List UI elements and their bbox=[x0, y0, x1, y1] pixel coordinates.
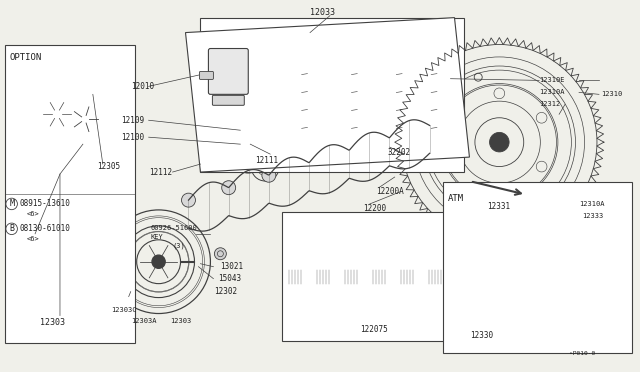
Bar bbox=[5, 45, 134, 343]
Text: 12312: 12312 bbox=[539, 101, 561, 107]
Text: M: M bbox=[9, 199, 14, 208]
Circle shape bbox=[182, 193, 195, 207]
Circle shape bbox=[578, 244, 582, 247]
Text: 12310A: 12310A bbox=[539, 89, 564, 95]
Polygon shape bbox=[282, 212, 467, 341]
Text: <6>: <6> bbox=[27, 236, 40, 242]
Text: KEY: KEY bbox=[150, 234, 163, 240]
Text: 12303: 12303 bbox=[40, 318, 65, 327]
Circle shape bbox=[262, 168, 276, 182]
FancyBboxPatch shape bbox=[212, 95, 244, 105]
Text: 12303: 12303 bbox=[171, 318, 192, 324]
Text: 15043: 15043 bbox=[218, 274, 241, 283]
Text: ATM: ATM bbox=[447, 194, 463, 203]
Text: 12100: 12100 bbox=[121, 133, 144, 142]
Polygon shape bbox=[186, 17, 469, 172]
Circle shape bbox=[21, 132, 25, 136]
Text: 12111: 12111 bbox=[255, 155, 278, 164]
Text: <6>: <6> bbox=[27, 211, 40, 217]
Circle shape bbox=[221, 181, 236, 195]
Text: 12010: 12010 bbox=[131, 82, 154, 91]
Text: 12109: 12109 bbox=[121, 116, 144, 125]
Text: 12330: 12330 bbox=[470, 331, 493, 340]
Circle shape bbox=[81, 115, 89, 123]
Text: 12310: 12310 bbox=[601, 92, 622, 97]
Circle shape bbox=[422, 118, 436, 132]
Text: 12200A: 12200A bbox=[376, 187, 404, 196]
Text: 13021: 13021 bbox=[220, 262, 243, 271]
Text: 12305: 12305 bbox=[97, 162, 120, 171]
Circle shape bbox=[52, 109, 62, 119]
Circle shape bbox=[383, 131, 396, 145]
Bar bbox=[442, 182, 632, 353]
Text: 122075: 122075 bbox=[360, 325, 388, 334]
Text: 12303A: 12303A bbox=[131, 318, 156, 324]
Text: 08915-13610: 08915-13610 bbox=[19, 199, 70, 208]
Text: B: B bbox=[9, 224, 14, 233]
Circle shape bbox=[490, 132, 509, 152]
Text: 12310E: 12310E bbox=[539, 77, 564, 83]
Text: 12200: 12200 bbox=[363, 205, 386, 214]
Text: 12303C: 12303C bbox=[111, 307, 136, 312]
Text: 12033: 12033 bbox=[310, 8, 335, 17]
Text: OPTION: OPTION bbox=[9, 52, 42, 61]
Text: 12333: 12333 bbox=[582, 213, 604, 219]
Text: 32202: 32202 bbox=[388, 148, 411, 157]
Circle shape bbox=[302, 156, 316, 170]
Circle shape bbox=[214, 248, 227, 260]
Text: 12310A: 12310A bbox=[579, 201, 604, 207]
Circle shape bbox=[578, 233, 582, 237]
Text: 12331: 12331 bbox=[488, 202, 511, 211]
Circle shape bbox=[584, 233, 588, 237]
Text: •P010·0: •P010·0 bbox=[569, 351, 595, 356]
Circle shape bbox=[152, 255, 165, 268]
Text: 08130-61010: 08130-61010 bbox=[19, 224, 70, 233]
Text: 00926-51600: 00926-51600 bbox=[150, 225, 197, 231]
Text: 12112: 12112 bbox=[148, 167, 172, 177]
Text: 12302: 12302 bbox=[214, 287, 237, 296]
Circle shape bbox=[575, 238, 579, 243]
FancyBboxPatch shape bbox=[200, 71, 213, 79]
Text: (3): (3) bbox=[173, 243, 186, 249]
Circle shape bbox=[342, 143, 356, 157]
Polygon shape bbox=[200, 17, 465, 172]
FancyBboxPatch shape bbox=[209, 48, 248, 94]
Circle shape bbox=[587, 238, 591, 243]
Circle shape bbox=[517, 267, 534, 285]
Circle shape bbox=[584, 244, 588, 247]
